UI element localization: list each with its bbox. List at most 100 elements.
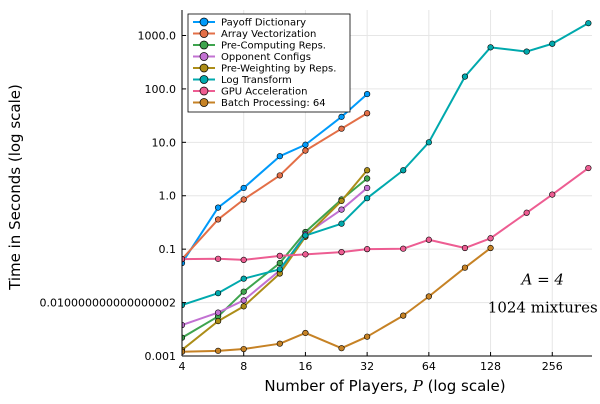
data-point	[338, 220, 345, 227]
y-tick-label: 0.010000000000000002	[40, 297, 176, 310]
legend-swatch-marker	[199, 86, 209, 96]
legend-swatch-marker	[199, 52, 209, 61]
legend-label: Array Vectorization	[221, 29, 316, 40]
data-point	[302, 232, 309, 239]
data-point	[364, 195, 371, 202]
data-point	[487, 44, 494, 51]
x-tick-label: 256	[542, 360, 563, 373]
y-tick-label: 100.0	[145, 83, 177, 96]
data-point	[240, 256, 247, 263]
x-tick-label: 4	[179, 360, 186, 373]
x-tick-label: 16	[298, 360, 312, 373]
series-line	[182, 112, 368, 260]
series-1	[182, 110, 371, 263]
series-5	[182, 20, 592, 309]
annotation: A = 4	[519, 270, 563, 288]
data-point	[487, 244, 494, 252]
data-point	[214, 290, 222, 297]
legend-swatch-marker	[199, 63, 209, 73]
data-point	[400, 312, 407, 319]
legend-box	[187, 13, 351, 113]
data-point	[182, 321, 186, 329]
y-tick-label: 0.001	[145, 350, 177, 363]
data-point	[549, 191, 556, 198]
data-point	[338, 125, 345, 132]
data-point	[182, 334, 186, 341]
legend-item: Pre-Weighting by Reps.	[193, 64, 336, 75]
data-point	[549, 40, 556, 47]
series-6	[182, 164, 592, 263]
data-point	[364, 167, 371, 174]
annotation: 1024 mixtures	[488, 299, 598, 317]
legend-item: Array Vectorization	[193, 29, 316, 40]
data-point	[240, 196, 247, 203]
legend-item: GPU Acceleration	[193, 87, 307, 98]
series-line	[182, 247, 492, 353]
data-point	[523, 48, 530, 55]
data-point	[364, 333, 371, 340]
data-point	[461, 264, 469, 271]
legend-swatch-marker	[199, 98, 209, 107]
legend-swatch-marker	[199, 75, 209, 84]
data-point	[240, 288, 247, 295]
data-point	[214, 347, 222, 354]
data-point	[240, 303, 247, 310]
data-point	[338, 206, 345, 213]
legend-item: Pre-Computing Reps.	[193, 41, 326, 52]
y-tick-label: 1.0	[159, 190, 177, 203]
legend-label: Pre-Weighting by Reps.	[221, 64, 336, 75]
data-point	[364, 246, 371, 253]
data-point	[214, 318, 222, 325]
data-point	[425, 236, 432, 243]
y-tick-label: 10.0	[152, 136, 177, 149]
axis-labels: Number of Players, P (log scale) Time in…	[6, 84, 506, 395]
legend-swatch-marker	[199, 29, 209, 38]
data-point	[585, 20, 592, 27]
y-tick-label: 1000.0	[138, 29, 177, 42]
legend-label: Batch Processing: 64	[221, 98, 326, 109]
data-point	[276, 153, 283, 160]
legend-swatch-marker	[199, 40, 209, 50]
x-tick-label: 8	[240, 360, 247, 373]
data-point	[240, 275, 247, 282]
data-point	[364, 90, 371, 98]
data-point	[425, 293, 432, 300]
data-point	[338, 113, 345, 120]
data-point	[302, 329, 309, 337]
data-point	[461, 244, 469, 252]
data-point	[302, 141, 309, 148]
tick-labels: 4 8 16 32 64 128 256 0.001 0.010000000000000002 0…	[40, 29, 563, 373]
legend-label: Log Transform	[221, 75, 292, 86]
y-axis-label: Time in Seconds (log scale)	[6, 84, 24, 291]
data-point	[276, 252, 283, 259]
data-point	[214, 204, 222, 211]
legend-label: Opponent Configs	[221, 52, 311, 63]
data-point	[338, 345, 345, 352]
series-layer	[182, 20, 592, 355]
x-tick-label: 128	[480, 360, 501, 373]
x-axis-label: Number of Players, P (log scale)	[264, 377, 505, 395]
data-point	[276, 259, 283, 267]
data-point	[276, 266, 283, 273]
series-line	[182, 22, 589, 306]
data-point	[400, 167, 407, 174]
data-point	[425, 139, 432, 146]
data-point	[240, 184, 247, 192]
legend-label: GPU Acceleration	[221, 87, 307, 98]
x-tick-label: 64	[422, 360, 436, 373]
data-point	[214, 216, 222, 223]
data-point	[276, 172, 283, 179]
data-point	[214, 255, 222, 262]
legend-label: Pre-Computing Reps.	[221, 41, 326, 52]
annotations: A = 4 1024 mixtures	[488, 270, 598, 316]
data-point	[182, 301, 186, 309]
plot-frame	[181, 10, 592, 357]
data-point	[364, 175, 371, 182]
y-tick-label: 0.1	[159, 243, 177, 256]
series-0	[182, 90, 371, 267]
legend-item: Opponent Configs	[193, 52, 311, 63]
data-point	[487, 235, 494, 242]
data-point	[302, 251, 309, 258]
data-point	[338, 197, 345, 205]
